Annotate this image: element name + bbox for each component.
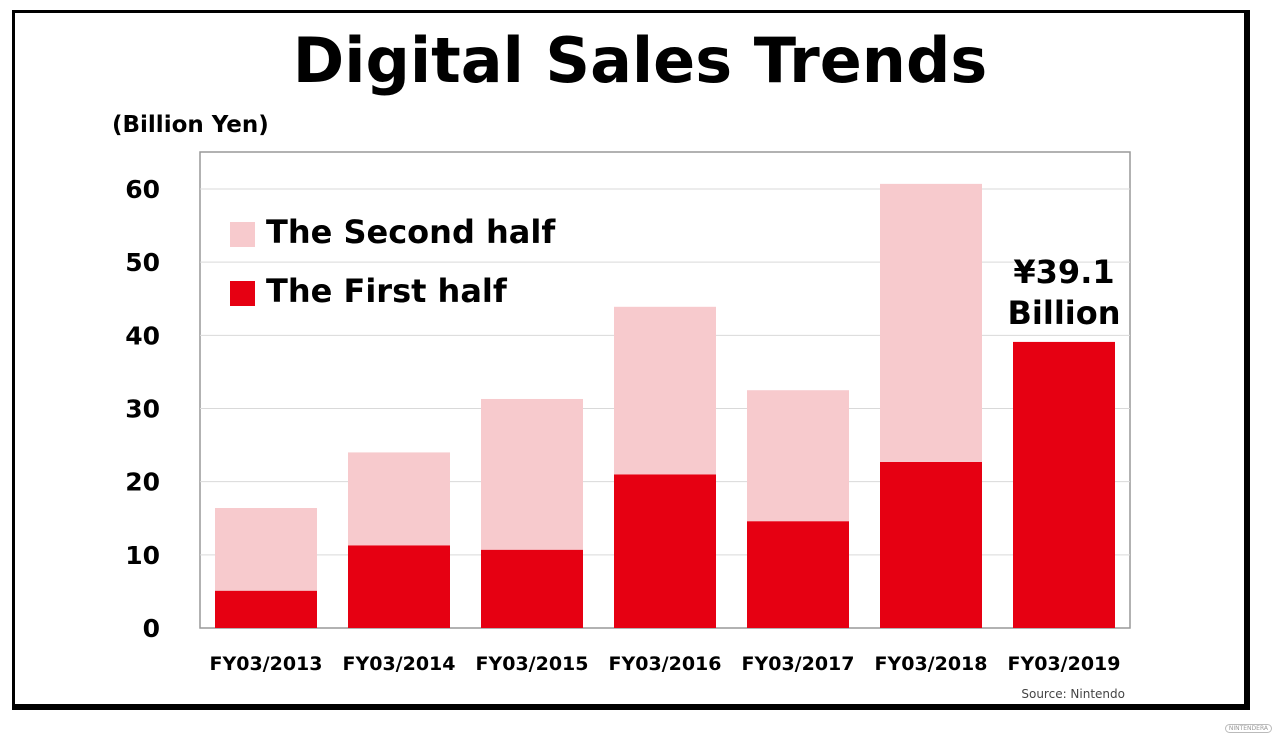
annotation-unit: Billion	[1007, 294, 1120, 332]
chart-frame	[12, 10, 1250, 710]
bar-first-half	[348, 545, 450, 628]
bar-first-half	[614, 474, 716, 628]
y-tick-label: 0	[143, 614, 160, 643]
y-tick-label: 60	[125, 175, 160, 204]
x-tick-label: FY03/2018	[875, 653, 988, 675]
y-tick-label: 30	[125, 395, 160, 424]
legend-first-half-label: The First half	[266, 272, 508, 310]
bar-first-half	[747, 521, 849, 628]
x-tick-label: FY03/2017	[742, 653, 855, 675]
chart-title: Digital Sales Trends	[292, 24, 988, 97]
bar-first-half	[1013, 341, 1115, 628]
x-tick-label: FY03/2019	[1008, 653, 1121, 675]
y-tick-label: 50	[125, 248, 160, 277]
bar-second-half	[614, 306, 716, 475]
bar-first-half	[215, 590, 317, 628]
y-tick-label: 40	[125, 321, 160, 350]
y-tick-label: 10	[125, 541, 160, 570]
bar-second-half	[215, 508, 317, 591]
bar-second-half	[880, 183, 982, 462]
x-tick-label: FY03/2013	[210, 653, 323, 675]
source-note: Source: Nintendo	[1021, 687, 1125, 701]
legend-second-half-swatch	[230, 222, 255, 247]
bar-second-half	[481, 398, 583, 550]
bar-second-half	[747, 390, 849, 522]
x-tick-label: FY03/2016	[609, 653, 722, 675]
bar-first-half	[481, 549, 583, 628]
legend-second-half-label: The Second half	[266, 213, 556, 251]
legend-first-half-swatch	[230, 281, 255, 306]
x-tick-label: FY03/2014	[343, 653, 456, 675]
bar-first-half	[880, 461, 982, 628]
watermark-logo: NINTENDERA	[1224, 724, 1272, 733]
y-tick-label: 20	[125, 468, 160, 497]
bar-second-half	[348, 452, 450, 546]
y-axis-label: (Billion Yen)	[112, 112, 269, 138]
annotation-value: ¥39.1	[1013, 253, 1114, 291]
x-tick-label: FY03/2015	[476, 653, 589, 675]
